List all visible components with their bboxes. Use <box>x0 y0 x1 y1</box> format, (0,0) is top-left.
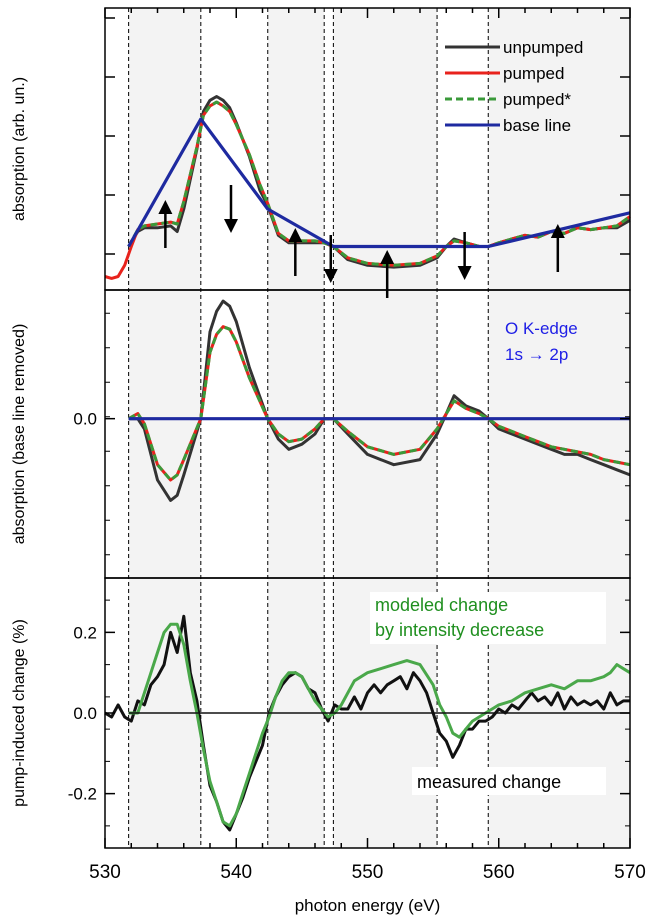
series-line-middle-2 <box>127 325 631 482</box>
arrow-up-icon <box>288 228 303 242</box>
x-tick-label: 560 <box>483 862 515 883</box>
measured-change-annotation: measured change <box>417 772 561 792</box>
arrow-down-icon <box>323 269 338 283</box>
arrow-down-icon <box>457 266 472 280</box>
modeled-annotation-background <box>370 592 606 644</box>
series-line-top-3 <box>127 117 631 249</box>
edge-annotation: 1s → 2p <box>505 345 568 364</box>
arrow-up-icon <box>380 250 395 264</box>
legend-label: base line <box>503 116 571 135</box>
y-axis-label: pump-induced change (%) <box>11 619 28 807</box>
y-tick-label: 0.0 <box>73 704 97 723</box>
legend-label: pumped* <box>503 90 571 109</box>
shaded-region-2 <box>333 8 438 848</box>
arrow-down-icon <box>224 219 238 233</box>
arrow-up-icon <box>158 200 173 214</box>
legend-label: pumped <box>503 64 564 83</box>
x-axis-label: photon energy (eV) <box>295 896 441 915</box>
measured-annotation-background <box>412 767 606 795</box>
x-tick-label: 550 <box>352 862 384 883</box>
edge-annotation: O K-edge <box>505 319 578 338</box>
x-tick-label: 540 <box>220 862 252 883</box>
legend-label: unpumped <box>503 38 583 57</box>
shaded-region-3 <box>488 8 630 848</box>
series-line-bottom-1 <box>128 622 631 828</box>
shaded-region-0 <box>128 8 201 848</box>
x-tick-label: 570 <box>614 862 646 883</box>
y-axis-label: absorption (base line removed) <box>11 324 28 545</box>
modeled-change-annotation: by intensity decrease <box>375 620 544 640</box>
y-axis-label: absorption (arb. un.) <box>11 77 28 221</box>
series-line-bottom-0 <box>104 614 630 832</box>
arrow-up-icon <box>550 224 565 238</box>
x-tick-label: 530 <box>89 862 121 883</box>
y-tick-label: 0.0 <box>73 410 97 429</box>
y-tick-label: -0.2 <box>68 785 97 804</box>
modeled-change-annotation: modeled change <box>375 595 508 615</box>
y-tick-label: 0.2 <box>73 623 97 642</box>
series-line-top-2 <box>127 100 631 267</box>
